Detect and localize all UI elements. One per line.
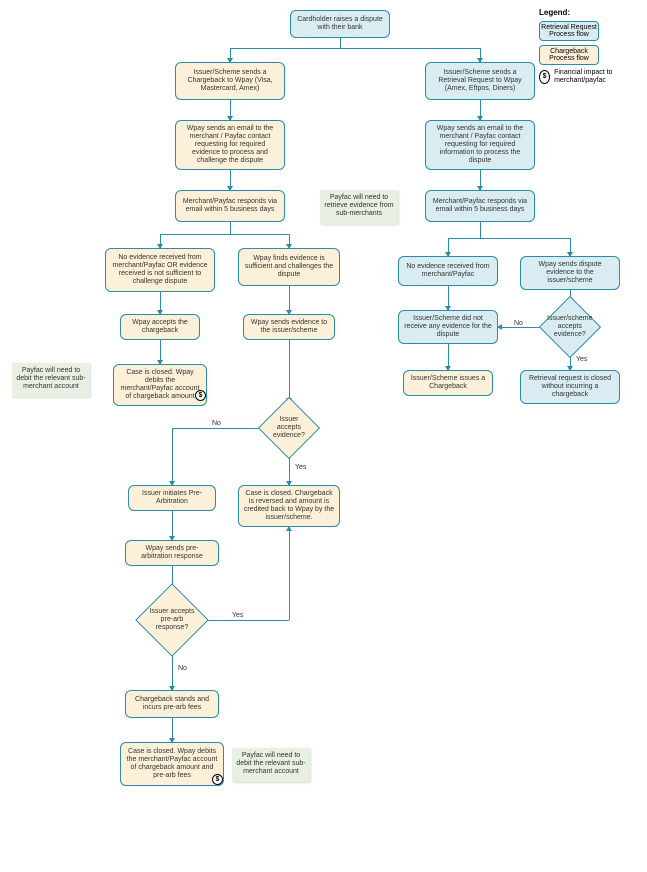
node-rr3: Merchant/Payfac responds via email withi… (425, 190, 535, 222)
node-cb_noev: No evidence received from merchant/Payfa… (105, 248, 215, 292)
dollar-icon: $ (539, 70, 550, 84)
node-rr_issuer_noev: Issuer/Scheme did not receive any eviden… (398, 310, 498, 344)
edge-label: No (176, 665, 189, 672)
edge (172, 428, 264, 429)
node-start: Cardholder raises a dispute with their b… (290, 10, 390, 38)
node-rr_noev: No evidence received from merchant/Payfa… (398, 256, 498, 286)
decision-rr_decision: Issuer/scheme accepts evidence? (539, 296, 601, 358)
edge (448, 238, 570, 239)
edge-label: Yes (293, 464, 308, 471)
node-rr_closed: Retrieval request is closed without incu… (520, 370, 620, 404)
legend-financial: Financial impact to merchant/payfac (554, 69, 639, 84)
edge-label: No (512, 320, 525, 327)
node-cb_suff: Wpay finds evidence is sufficient and ch… (238, 248, 340, 286)
decision-cb_decision1: Issuer accepts evidence? (258, 397, 320, 459)
node-cb_prearb: Issuer initiates Pre-Arbitration (128, 485, 216, 511)
legend-title: Legend: (539, 8, 639, 17)
edge-label: Yes (574, 356, 589, 363)
edge (480, 222, 481, 238)
node-cb_closed1: Case is closed. Wpay debits the merchant… (113, 364, 207, 406)
node-rr2: Wpay sends an email to the merchant / Pa… (425, 120, 535, 170)
node-cb_prearb_resp: Wpay sends pre-arbitration response (125, 540, 219, 566)
node-cb1: Issuer/Scheme sends a Chargeback to Wpay… (175, 62, 285, 100)
edge-label: Yes (230, 612, 245, 619)
edge-label: No (210, 420, 223, 427)
note-note_bottom: Payfac will need to debit the relevant s… (232, 748, 310, 782)
node-cb_accept: Wpay accepts the chargeback (120, 314, 200, 340)
edge (200, 620, 289, 621)
edge (172, 428, 173, 485)
edge (289, 340, 290, 402)
dollar-icon: $ (195, 390, 206, 401)
node-cb_stands: Chargeback stands and incurs pre-arb fee… (125, 690, 219, 718)
dollar-icon: $ (212, 774, 223, 785)
node-rr1: Issuer/Scheme sends a Retrieval Request … (425, 62, 535, 100)
legend-retrieval: Retrieval Request Process flow (539, 21, 599, 41)
decision-label: Issuer accepts evidence? (268, 416, 310, 440)
decision-label: Issuer accepts pre-arb response? (147, 608, 197, 632)
note-note_left: Payfac will need to debit the relevant s… (12, 363, 90, 397)
decision-label: Issuer/scheme accepts evidence? (547, 315, 593, 339)
node-cb_sendev: Wpay sends evidence to the issuer/scheme (243, 314, 335, 340)
note-note_center: Payfac will need to retrieve evidence fr… (320, 190, 398, 224)
legend: Legend: Retrieval Request Process flow C… (539, 8, 639, 88)
edge (340, 38, 341, 48)
node-rr_send: Wpay sends dispute evidence to the issue… (520, 256, 620, 290)
decision-cb_decision2: Issuer accepts pre-arb response? (135, 583, 209, 657)
node-cb_closed2: Case is closed. Wpay debits the merchant… (120, 742, 224, 786)
node-cb2: Wpay sends an email to the merchant / Pa… (175, 120, 285, 170)
edge (230, 48, 480, 49)
node-rr_issues_cb: Issuer/Scheme issues a Chargeback (403, 370, 493, 396)
edge (230, 222, 231, 234)
node-cb_closed_yes: Case is closed. Chargeback is reversed a… (238, 485, 340, 527)
node-cb3: Merchant/Payfac responds via email withi… (175, 190, 285, 222)
edge (160, 234, 289, 235)
edge (289, 527, 290, 620)
legend-chargeback: Chargeback Process flow (539, 45, 599, 65)
